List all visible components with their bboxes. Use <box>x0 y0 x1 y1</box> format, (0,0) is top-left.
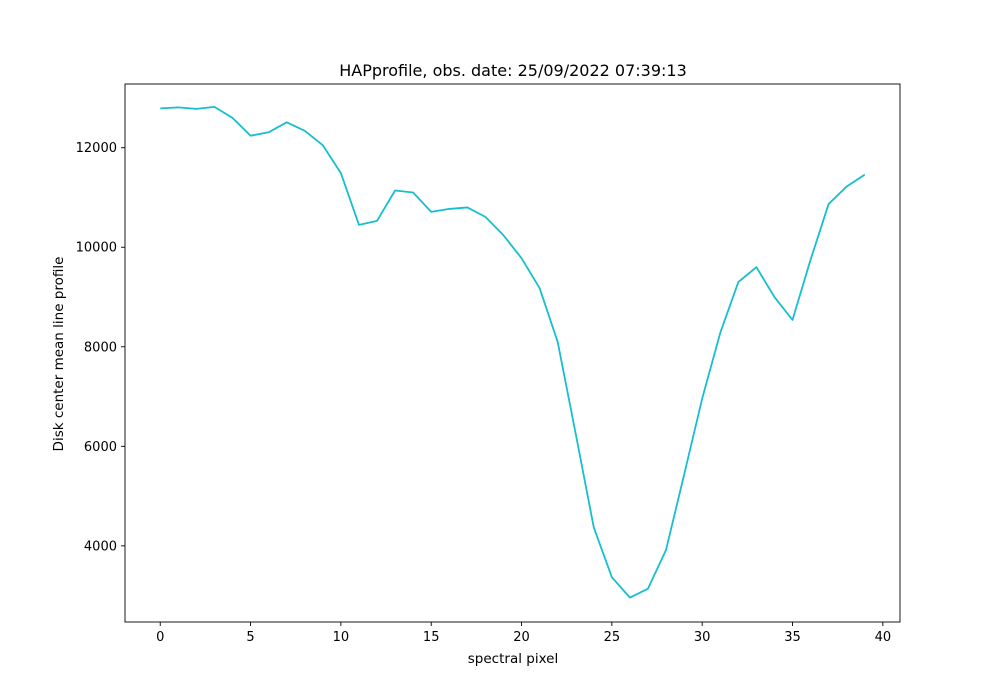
y-tick-label: 8000 <box>84 340 117 355</box>
x-tick-label: 25 <box>604 630 621 645</box>
x-tick-label: 40 <box>875 630 892 645</box>
x-tick-label: 15 <box>423 630 440 645</box>
x-tick-label: 35 <box>784 630 801 645</box>
x-tick-label: 20 <box>513 630 530 645</box>
plot-area: 0 5 10 15 20 25 30 35 40 4000 6000 8000 10000 12000 <box>76 83 901 645</box>
series-line <box>160 105 866 599</box>
y-tick-label: 10000 <box>76 241 117 256</box>
x-tick-label: 30 <box>694 630 711 645</box>
x-tick-label: 10 <box>333 630 350 645</box>
x-axis-label: spectral pixel <box>468 651 558 667</box>
chart-title: HAPprofile, obs. date: 25/09/2022 07:39:… <box>339 61 687 80</box>
y-tick-label: 12000 <box>76 141 117 156</box>
x-tick-label: 0 <box>156 630 164 645</box>
x-tick-label: 5 <box>246 630 254 645</box>
axes-frame <box>124 83 901 623</box>
y-axis-label: Disk center mean line profile <box>51 257 67 452</box>
y-tick-label: 4000 <box>84 539 117 554</box>
y-tick-label: 6000 <box>84 440 117 455</box>
